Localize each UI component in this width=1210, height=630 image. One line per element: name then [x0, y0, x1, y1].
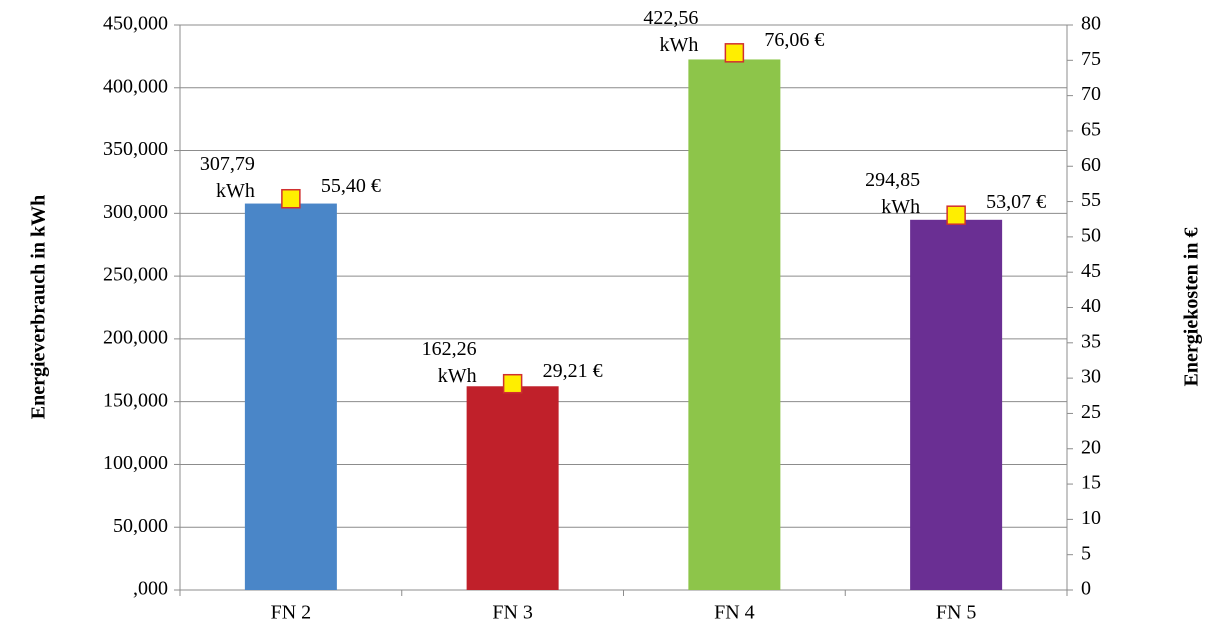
y-tick-label: 50,000 [113, 515, 168, 537]
energy-label: 162,26 kWh [421, 337, 477, 387]
bar [910, 219, 1003, 590]
y2-tick-label: 10 [1081, 507, 1101, 529]
y2-tick-label: 20 [1081, 436, 1101, 458]
y2-tick-label: 35 [1081, 330, 1101, 352]
y2-tick-label: 60 [1081, 154, 1101, 176]
x-tick-label: FN 2 [271, 602, 312, 624]
y2-tick-label: 5 [1081, 542, 1091, 564]
marker [946, 205, 966, 225]
y2-tick-label: 25 [1081, 401, 1101, 423]
y-tick-label: 350,000 [103, 138, 168, 160]
energy-label: 307,79 kWh [199, 152, 255, 202]
y2-tick-label: 75 [1081, 48, 1101, 70]
y-tick-label: 150,000 [103, 389, 168, 411]
x-tick-label: FN 3 [492, 602, 533, 624]
marker [281, 188, 301, 209]
y2-tick-label: 45 [1081, 260, 1101, 282]
y-tick-label: ,000 [133, 578, 168, 600]
y2-tick-label: 0 [1081, 578, 1091, 600]
energy-label: 422,56 kWh [643, 6, 699, 56]
cost-label: 55,40 € [320, 174, 381, 197]
cost-label: 29,21 € [542, 359, 603, 382]
x-tick-label: FN 5 [936, 602, 977, 624]
cost-label: 76,06 € [764, 28, 825, 51]
y-axis-title: Energieverbrauch in kWh [28, 195, 50, 419]
bar [688, 59, 781, 590]
y2-tick-label: 55 [1081, 189, 1101, 211]
y2-tick-label: 65 [1081, 119, 1101, 141]
energy-label: 294,85 kWh [865, 169, 921, 219]
x-tick-label: FN 4 [714, 602, 755, 624]
y2-tick-label: 30 [1081, 366, 1101, 388]
bar [244, 203, 337, 590]
y-tick-label: 450,000 [103, 13, 168, 35]
marker [724, 43, 745, 63]
cost-label: 53,07 € [986, 191, 1047, 214]
y2-tick-label: 70 [1081, 83, 1101, 105]
y2-tick-label: 40 [1081, 295, 1101, 317]
y-tick-label: 400,000 [103, 75, 168, 97]
marker [502, 373, 523, 394]
y2-tick-label: 80 [1081, 13, 1101, 35]
y2-tick-label: 50 [1081, 224, 1101, 246]
y2-tick-label: 15 [1081, 472, 1101, 494]
y-tick-label: 250,000 [103, 264, 168, 286]
y-tick-label: 300,000 [103, 201, 168, 223]
bar [466, 386, 559, 590]
y-tick-label: 200,000 [103, 326, 168, 348]
y-tick-label: 100,000 [103, 452, 168, 474]
y2-axis-title: Energiekosten in € [1181, 228, 1203, 387]
